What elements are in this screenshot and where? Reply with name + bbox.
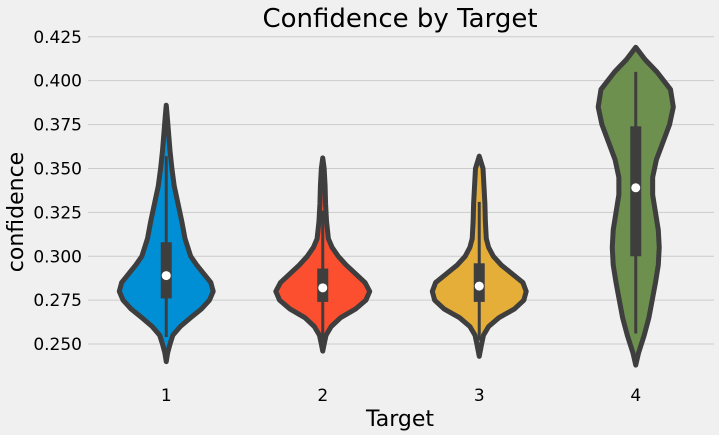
y-tick-label-3: 0.325 xyxy=(33,203,82,223)
violin-median-3 xyxy=(474,281,484,291)
y-axis-label: confidence xyxy=(4,152,29,272)
y-tick-label-7: 0.425 xyxy=(33,28,82,48)
x-tick-label-3: 3 xyxy=(474,386,485,406)
violin-median-1 xyxy=(161,271,171,281)
y-tick-label-6: 0.400 xyxy=(33,72,82,92)
violin-median-4 xyxy=(631,183,641,193)
y-tick-label-1: 0.275 xyxy=(33,291,82,311)
y-tick-label-4: 0.350 xyxy=(33,159,82,179)
x-axis-label: Target xyxy=(365,407,434,432)
y-tick-label-2: 0.300 xyxy=(33,247,82,267)
violin-median-2 xyxy=(318,283,328,293)
violin-iqr-box-1 xyxy=(160,242,172,299)
y-tick-label-0: 0.250 xyxy=(33,335,82,355)
chart-title: Confidence by Target xyxy=(262,4,537,34)
y-tick-label-5: 0.375 xyxy=(33,116,82,136)
x-tick-label-2: 2 xyxy=(317,386,328,406)
x-tick-label-4: 4 xyxy=(630,386,641,406)
y-tick-labels: 0.250 0.275 0.300 0.325 0.350 0.375 0.400 0.425 xyxy=(33,28,82,355)
violin-group xyxy=(116,44,676,368)
x-tick-labels: 1 2 3 4 xyxy=(161,386,641,406)
x-tick-label-1: 1 xyxy=(161,386,172,406)
